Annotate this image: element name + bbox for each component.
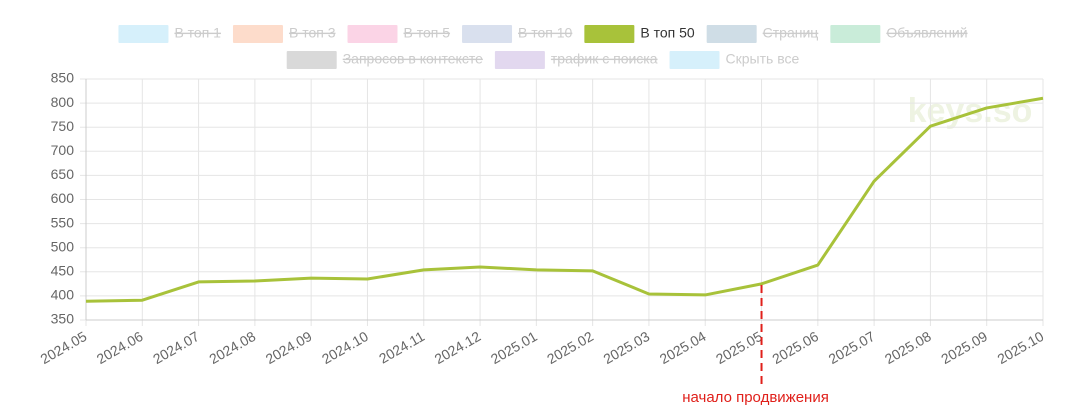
- x-tick-label: 2025.09: [938, 328, 990, 367]
- x-tick-label: 2024.08: [206, 328, 258, 367]
- legend-item-swatch[interactable]: [494, 51, 545, 69]
- x-tick-label: 2025.03: [600, 328, 652, 367]
- legend-item-label[interactable]: Запросов в контексте: [343, 51, 483, 67]
- y-tick-label: 750: [51, 118, 75, 134]
- legend-item-swatch[interactable]: [584, 25, 635, 43]
- x-tick-label: 2025.04: [657, 328, 709, 367]
- y-tick-label: 800: [51, 94, 75, 110]
- legend-item-swatch[interactable]: [286, 51, 337, 69]
- y-tick-label: 500: [51, 238, 75, 254]
- legend-item-swatch[interactable]: [347, 25, 398, 43]
- annotation-text: начало продвижения: [682, 389, 829, 406]
- x-tick-label: 2024.09: [263, 328, 315, 367]
- x-tick-label: 2024.06: [94, 328, 146, 367]
- legend-item-label[interactable]: Объявлений: [886, 25, 967, 41]
- y-tick-label: 350: [51, 311, 75, 327]
- legend-item-label[interactable]: В топ 5: [404, 25, 451, 41]
- hide-all-button-label[interactable]: Скрыть все: [726, 51, 800, 67]
- x-tick-label: 2024.12: [432, 328, 484, 367]
- x-tick-label: 2025.01: [488, 328, 540, 367]
- y-tick-label: 850: [51, 70, 75, 86]
- legend-item-swatch[interactable]: [830, 25, 881, 43]
- legend-item-swatch[interactable]: [118, 25, 169, 43]
- y-tick-label: 400: [51, 287, 75, 303]
- hide-all-button-swatch[interactable]: [669, 51, 720, 69]
- x-tick-label: 2025.08: [882, 328, 934, 367]
- x-tick-label: 2025.06: [769, 328, 821, 367]
- y-tick-label: 450: [51, 263, 75, 279]
- x-tick-label: 2025.02: [544, 328, 596, 367]
- x-tick-label: 2024.11: [376, 328, 427, 367]
- y-tick-label: 600: [51, 190, 75, 206]
- legend-item-label[interactable]: В топ 10: [518, 25, 573, 41]
- y-tick-label: 700: [51, 142, 75, 158]
- legend-item-swatch[interactable]: [706, 25, 757, 43]
- legend-item-label[interactable]: трафик с поиска: [551, 51, 658, 67]
- series-line: [85, 96, 1044, 303]
- watermark: keys.so: [908, 92, 1033, 130]
- x-tick-label: 2024.07: [150, 328, 202, 367]
- legend-item-swatch[interactable]: [462, 25, 513, 43]
- x-tick-label: 2024.05: [38, 328, 90, 367]
- y-tick-label: 650: [51, 166, 75, 182]
- legend-item-label[interactable]: В топ 50: [640, 25, 695, 41]
- x-tick-label: 2025.05: [713, 328, 765, 367]
- x-tick-label: 2025.07: [826, 328, 878, 367]
- legend-item-label[interactable]: Страниц: [763, 25, 819, 41]
- y-tick-label: 550: [51, 214, 75, 230]
- legend-item-swatch[interactable]: [232, 25, 283, 43]
- x-tick-label: 2025.10: [995, 328, 1047, 367]
- x-tick-label: 2024.10: [319, 328, 371, 367]
- legend-item-label[interactable]: В топ 3: [289, 25, 336, 41]
- legend-item-label[interactable]: В топ 1: [174, 25, 221, 41]
